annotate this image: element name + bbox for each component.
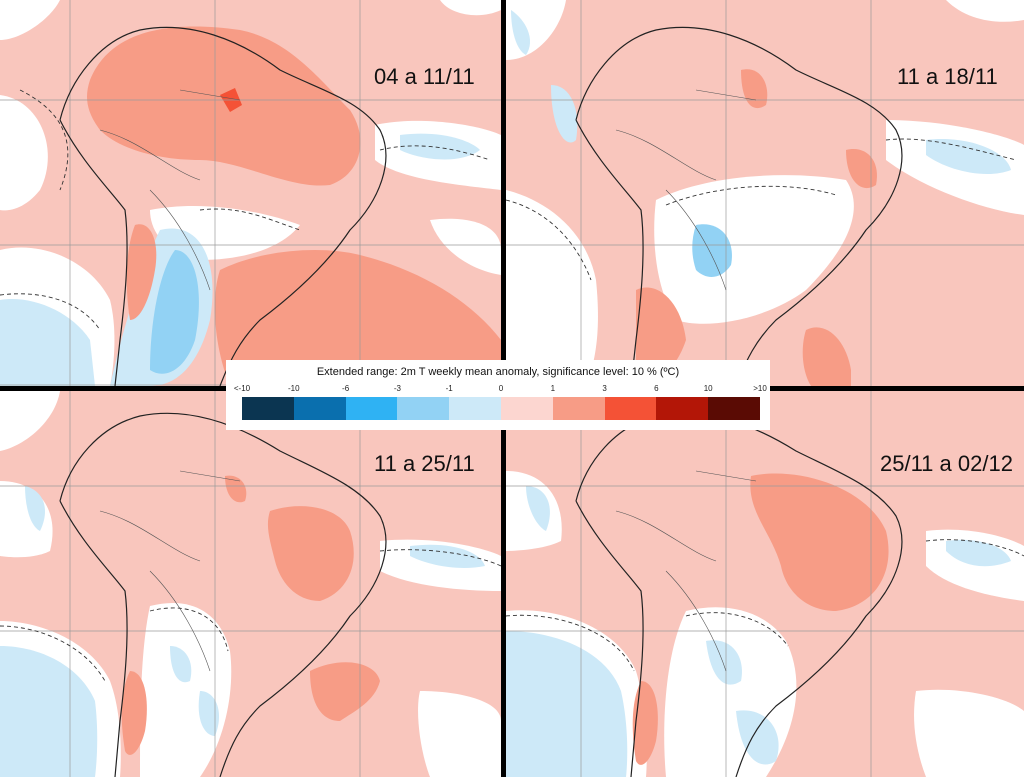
legend-tick-label: >10 bbox=[753, 384, 767, 393]
legend-tick-label: -1 bbox=[445, 384, 453, 393]
legend-swatch bbox=[552, 397, 605, 420]
legend-tick-label: 10 bbox=[703, 384, 713, 393]
legend-tick-label: 3 bbox=[602, 384, 607, 393]
anomaly-map bbox=[0, 0, 501, 386]
legend-swatch bbox=[708, 397, 760, 420]
legend-tick-label: 0 bbox=[498, 384, 504, 393]
panel-date-label: 11 a 25/11 bbox=[374, 451, 475, 476]
legend-swatch bbox=[345, 397, 398, 420]
anomaly-map bbox=[506, 391, 1024, 777]
legend-tick-label: <-10 bbox=[233, 384, 251, 393]
map-panel-week-2: 11 a 18/11 bbox=[506, 0, 1024, 386]
legend-tick-label: -10 bbox=[288, 384, 300, 393]
legend-tick-label: -6 bbox=[342, 384, 350, 393]
map-panel-week-1: 04 a 11/11 bbox=[0, 0, 501, 386]
color-legend: Extended range: 2m T weekly mean anomaly… bbox=[226, 360, 770, 430]
map-panel-week-4: 25/11 a 02/12 bbox=[506, 391, 1024, 777]
legend-swatch bbox=[293, 397, 346, 420]
legend-swatch bbox=[656, 397, 709, 420]
panel-date-label: 04 a 11/11 bbox=[374, 64, 475, 89]
legend-swatch bbox=[242, 397, 294, 420]
legend-tick-label: -3 bbox=[393, 384, 401, 393]
legend-tick-labels: <-10 -10 -6 -3 -1 0 1 3 6 10 >10 bbox=[226, 384, 770, 396]
legend-swatch bbox=[604, 397, 657, 420]
anomaly-map bbox=[0, 391, 501, 777]
panel-date-label: 11 a 18/11 bbox=[897, 64, 998, 89]
legend-title: Extended range: 2m T weekly mean anomaly… bbox=[316, 366, 680, 378]
legend-color-bar bbox=[242, 397, 760, 420]
anomaly-map bbox=[506, 0, 1024, 386]
panel-date-label: 25/11 a 02/12 bbox=[880, 451, 1013, 476]
legend-swatch bbox=[449, 397, 501, 420]
legend-tick-label: 1 bbox=[550, 384, 556, 393]
legend-swatch bbox=[500, 397, 553, 420]
map-panel-week-3: 11 a 25/11 bbox=[0, 391, 501, 777]
legend-swatch bbox=[397, 397, 450, 420]
legend-tick-label: 6 bbox=[654, 384, 659, 393]
